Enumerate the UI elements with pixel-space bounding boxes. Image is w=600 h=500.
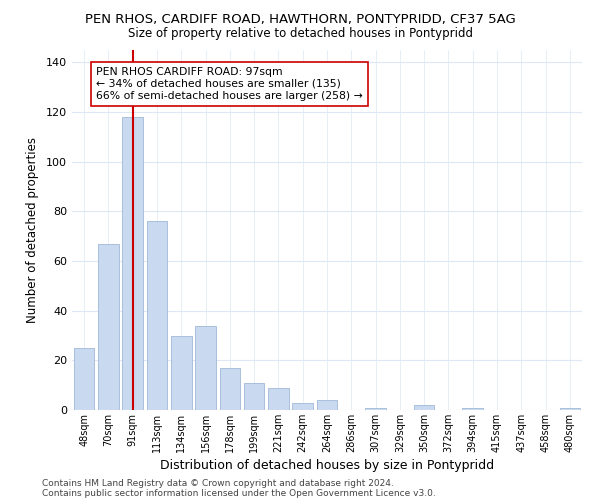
Bar xyxy=(244,382,265,410)
Bar xyxy=(220,368,240,410)
Bar xyxy=(98,244,119,410)
Bar xyxy=(74,348,94,410)
Y-axis label: Number of detached properties: Number of detached properties xyxy=(26,137,39,323)
Text: Size of property relative to detached houses in Pontypridd: Size of property relative to detached ho… xyxy=(128,28,473,40)
Bar xyxy=(268,388,289,410)
Bar xyxy=(560,408,580,410)
Bar xyxy=(292,402,313,410)
Bar xyxy=(414,405,434,410)
Bar xyxy=(171,336,191,410)
Text: Contains public sector information licensed under the Open Government Licence v3: Contains public sector information licen… xyxy=(42,488,436,498)
Bar xyxy=(463,408,483,410)
Bar xyxy=(146,222,167,410)
Bar xyxy=(122,117,143,410)
Text: PEN RHOS, CARDIFF ROAD, HAWTHORN, PONTYPRIDD, CF37 5AG: PEN RHOS, CARDIFF ROAD, HAWTHORN, PONTYP… xyxy=(85,12,515,26)
Bar xyxy=(195,326,216,410)
Text: Contains HM Land Registry data © Crown copyright and database right 2024.: Contains HM Land Registry data © Crown c… xyxy=(42,478,394,488)
Bar xyxy=(317,400,337,410)
X-axis label: Distribution of detached houses by size in Pontypridd: Distribution of detached houses by size … xyxy=(160,459,494,472)
Text: PEN RHOS CARDIFF ROAD: 97sqm
← 34% of detached houses are smaller (135)
66% of s: PEN RHOS CARDIFF ROAD: 97sqm ← 34% of de… xyxy=(96,68,363,100)
Bar xyxy=(365,408,386,410)
